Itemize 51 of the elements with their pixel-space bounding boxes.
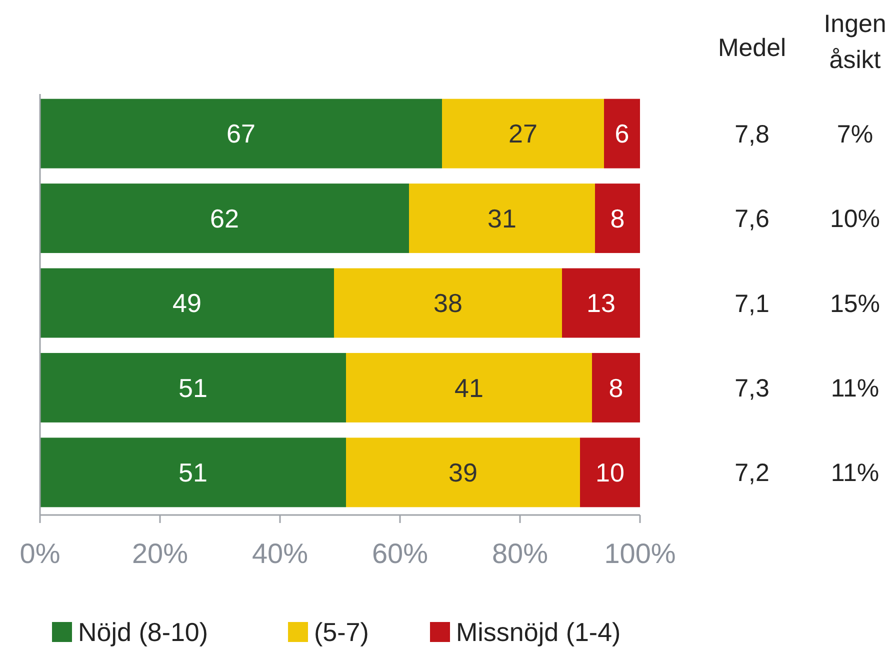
legend-label: (5-7) — [314, 617, 369, 647]
bar — [40, 438, 346, 508]
text: Medel — [718, 34, 786, 62]
bar — [592, 352, 640, 422]
legend-label: Nöjd (8-10) — [78, 617, 208, 647]
x-tick-label: 0% — [20, 538, 60, 569]
data-label: 51 — [178, 372, 208, 403]
data-label: 41 — [454, 372, 484, 403]
x-tick-label: 100% — [604, 538, 676, 569]
bar — [604, 98, 640, 168]
data-label: 51 — [178, 458, 208, 488]
data-label: 67 — [226, 118, 256, 149]
x-tick-label: 80% — [492, 538, 548, 569]
data-label: 38 — [434, 288, 462, 318]
text: 7% — [836, 120, 874, 148]
text: 11% — [830, 374, 880, 402]
bar — [442, 98, 604, 168]
bar — [562, 268, 640, 338]
bar — [409, 184, 595, 254]
text: 11% — [830, 459, 880, 488]
bar — [334, 268, 562, 338]
data-label: 49 — [172, 288, 202, 318]
data-label: 8 — [610, 203, 625, 234]
bar — [346, 352, 592, 422]
bar — [40, 352, 346, 422]
data-label: 10 — [596, 458, 624, 488]
text: 7,2 — [734, 459, 770, 488]
bar — [40, 98, 442, 168]
text: 7,8 — [734, 120, 770, 148]
data-label: 39 — [448, 458, 478, 488]
data-label: 31 — [488, 203, 516, 234]
data-label: 62 — [210, 203, 239, 234]
text: 10% — [830, 205, 880, 234]
bar — [595, 184, 640, 254]
data-label: 8 — [608, 372, 624, 403]
bar — [40, 268, 334, 338]
text: 15% — [830, 290, 880, 318]
data-label: 27 — [508, 118, 538, 149]
x-tick-label: 60% — [372, 538, 428, 569]
data-label: 6 — [614, 118, 630, 149]
legend-label: Missnöjd (1-4) — [456, 617, 621, 647]
data-label: 13 — [586, 288, 616, 318]
bar — [580, 438, 640, 508]
bar — [40, 184, 409, 254]
text: Ingen åsikt — [824, 10, 886, 74]
text: 7,3 — [734, 374, 770, 402]
text: 7,1 — [734, 290, 770, 318]
text: 7,6 — [734, 205, 770, 234]
bar — [346, 438, 580, 508]
x-tick-label: 40% — [252, 538, 308, 569]
x-tick-label: 20% — [132, 538, 188, 569]
